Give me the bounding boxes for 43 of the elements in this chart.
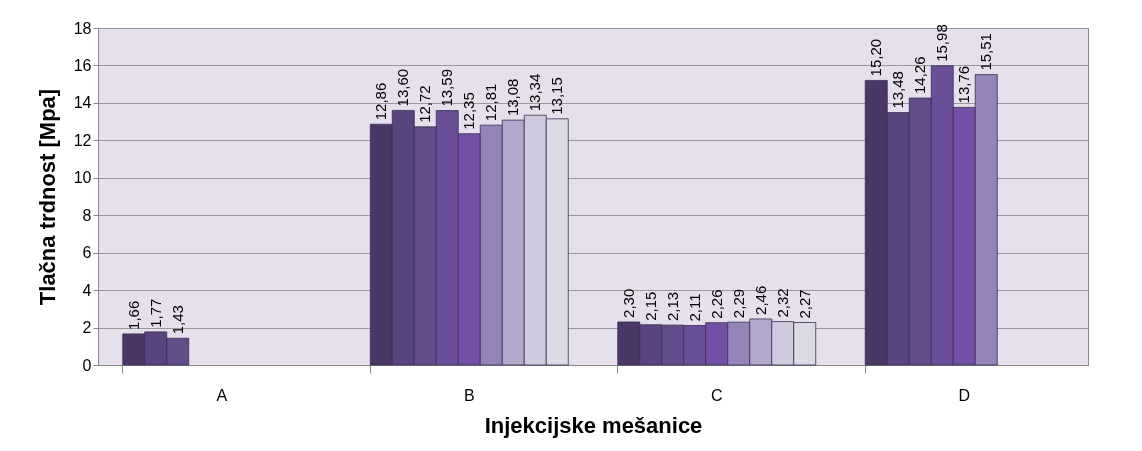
x-tick-label: B xyxy=(463,386,475,404)
y-tick-label: 2 xyxy=(82,319,92,337)
y-tick-label: 16 xyxy=(73,56,92,74)
y-tick-label: 18 xyxy=(73,19,92,37)
data-label: 12,81 xyxy=(482,83,500,122)
data-label: 13,15 xyxy=(548,77,566,115)
y-tick-label: 0 xyxy=(82,356,92,374)
data-label: 14,26 xyxy=(911,56,929,95)
data-label: 15,98 xyxy=(933,24,951,62)
data-label: 13,60 xyxy=(394,68,412,107)
data-label: 2,30 xyxy=(619,288,637,318)
y-tick-label: 12 xyxy=(73,131,92,149)
data-label: 1,77 xyxy=(146,298,164,328)
data-label: 13,59 xyxy=(438,69,456,107)
data-label: 13,34 xyxy=(526,73,544,112)
data-label: 13,48 xyxy=(889,71,907,109)
data-label: 13,76 xyxy=(955,65,973,104)
data-label: 12,86 xyxy=(372,82,390,121)
y-axis-title: Tlačna trdnost [Mpa] xyxy=(34,88,60,306)
data-label: 2,32 xyxy=(773,288,791,318)
data-label: 2,15 xyxy=(641,291,659,321)
x-tick-label: A xyxy=(216,386,228,404)
data-label: 2,13 xyxy=(663,291,681,322)
data-label: 2,29 xyxy=(729,288,747,319)
data-label: 2,26 xyxy=(707,289,725,319)
data-label: 12,72 xyxy=(416,85,434,123)
y-tick-label: 6 xyxy=(82,244,92,262)
data-label: 15,51 xyxy=(977,33,995,71)
data-label: 13,08 xyxy=(504,78,522,117)
y-tick-label: 8 xyxy=(82,206,92,224)
data-label: 2,46 xyxy=(751,285,769,315)
x-tick-label: C xyxy=(710,386,723,404)
x-tick-label: D xyxy=(958,386,971,404)
y-tick-label: 4 xyxy=(82,281,92,299)
data-label: 12,35 xyxy=(460,92,478,130)
y-tick-label: 10 xyxy=(73,169,92,187)
data-label: 1,66 xyxy=(124,300,142,330)
x-axis-title: Injekcijske mešanice xyxy=(484,412,703,438)
y-tick-label: 14 xyxy=(73,94,92,112)
data-label: 2,27 xyxy=(795,289,813,319)
data-label: 15,20 xyxy=(867,38,885,77)
data-label: 1,43 xyxy=(168,305,186,335)
data-label: 2,11 xyxy=(685,293,703,322)
